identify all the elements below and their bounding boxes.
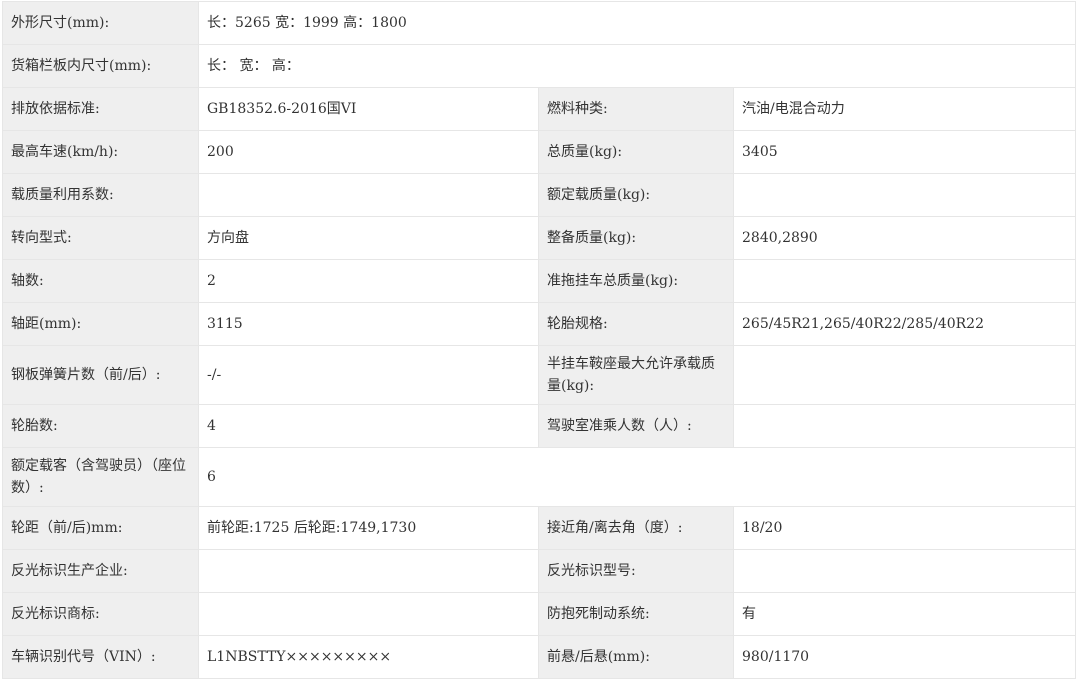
spec-label: 货箱栏板内尺寸(mm): [2,44,199,88]
spec-value: 3115 [198,302,539,346]
spec-row: 排放依据标准: GB18352.6-2016国VI 燃料种类: 汽油/电混合动力 [2,87,1076,131]
spec-value [733,404,1076,448]
spec-value [733,259,1076,303]
spec-label: 轮胎数: [2,404,199,448]
spec-row: 额定载客（含驾驶员）（座位数）: 6 [2,447,1076,507]
spec-value: GB18352.6-2016国VI [198,87,539,131]
spec-row: 钢板弹簧片数（前/后）: -/- 半挂车鞍座最大允许承载质量(kg): [2,345,1076,405]
spec-value: 4 [198,404,539,448]
spec-value: 2840,2890 [733,216,1076,260]
spec-label: 整备质量(kg): [538,216,734,260]
spec-label: 最高车速(km/h): [2,130,199,174]
spec-label: 钢板弹簧片数（前/后）: [2,345,199,405]
spec-value: 18/20 [733,506,1076,550]
spec-label: 额定载客（含驾驶员）（座位数）: [2,447,199,507]
spec-value [198,592,539,636]
spec-value: 200 [198,130,539,174]
spec-row: 车辆识别代号（VIN）: L1NBSTTY××××××××× 前悬/后悬(mm): 9… [2,635,1076,679]
spec-label: 总质量(kg): [538,130,734,174]
spec-row: 轴数: 2 准拖挂车总质量(kg): [2,259,1076,303]
spec-label: 防抱死制动系统: [538,592,734,636]
spec-label: 燃料种类: [538,87,734,131]
spec-label: 额定载质量(kg): [538,173,734,217]
spec-row: 轴距(mm): 3115 轮胎规格: 265/45R21,265/40R22/285/… [2,302,1076,346]
spec-label: 反光标识生产企业: [2,549,199,593]
spec-value [198,549,539,593]
spec-label: 车辆识别代号（VIN）: [2,635,199,679]
spec-label: 轴数: [2,259,199,303]
spec-label: 外形尺寸(mm): [2,1,199,45]
spec-label: 接近角/离去角（度）: [538,506,734,550]
spec-row: 载质量利用系数: 额定载质量(kg): [2,173,1076,217]
spec-label: 驾驶室准乘人数（人）: [538,404,734,448]
spec-label: 轴距(mm): [2,302,199,346]
spec-value: 265/45R21,265/40R22/285/40R22 [733,302,1076,346]
spec-value: 方向盘 [198,216,539,260]
spec-label: 轮胎规格: [538,302,734,346]
spec-value: -/- [198,345,539,405]
spec-value [198,173,539,217]
spec-value: 2 [198,259,539,303]
spec-value: 980/1170 [733,635,1076,679]
spec-value [733,173,1076,217]
spec-row: 反光标识生产企业: 反光标识型号: [2,549,1076,593]
spec-value: 6 [198,447,1076,507]
spec-value: L1NBSTTY××××××××× [198,635,539,679]
spec-label: 轮距（前/后)mm: [2,506,199,550]
spec-label: 载质量利用系数: [2,173,199,217]
spec-label: 转向型式: [2,216,199,260]
spec-value: 长： 宽： 高： [198,44,1076,88]
spec-label: 准拖挂车总质量(kg): [538,259,734,303]
spec-value: 有 [733,592,1076,636]
spec-row: 外形尺寸(mm): 长：5265 宽：1999 高：1800 [2,1,1076,45]
spec-label: 反光标识商标: [2,592,199,636]
spec-value: 汽油/电混合动力 [733,87,1076,131]
spec-row: 最高车速(km/h): 200 总质量(kg): 3405 [2,130,1076,174]
spec-value: 长：5265 宽：1999 高：1800 [198,1,1076,45]
spec-label: 反光标识型号: [538,549,734,593]
spec-row: 轮胎数: 4 驾驶室准乘人数（人）: [2,404,1076,448]
spec-row: 货箱栏板内尺寸(mm): 长： 宽： 高： [2,44,1076,88]
spec-row: 轮距（前/后)mm: 前轮距:1725 后轮距:1749,1730 接近角/离去角（… [2,506,1076,550]
spec-row: 转向型式: 方向盘 整备质量(kg): 2840,2890 [2,216,1076,260]
spec-value [733,549,1076,593]
spec-value [733,345,1076,405]
spec-label: 半挂车鞍座最大允许承载质量(kg): [538,345,734,405]
spec-value: 3405 [733,130,1076,174]
spec-label: 前悬/后悬(mm): [538,635,734,679]
spec-value: 前轮距:1725 后轮距:1749,1730 [198,506,539,550]
spec-row: 反光标识商标: 防抱死制动系统: 有 [2,592,1076,636]
spec-label: 排放依据标准: [2,87,199,131]
